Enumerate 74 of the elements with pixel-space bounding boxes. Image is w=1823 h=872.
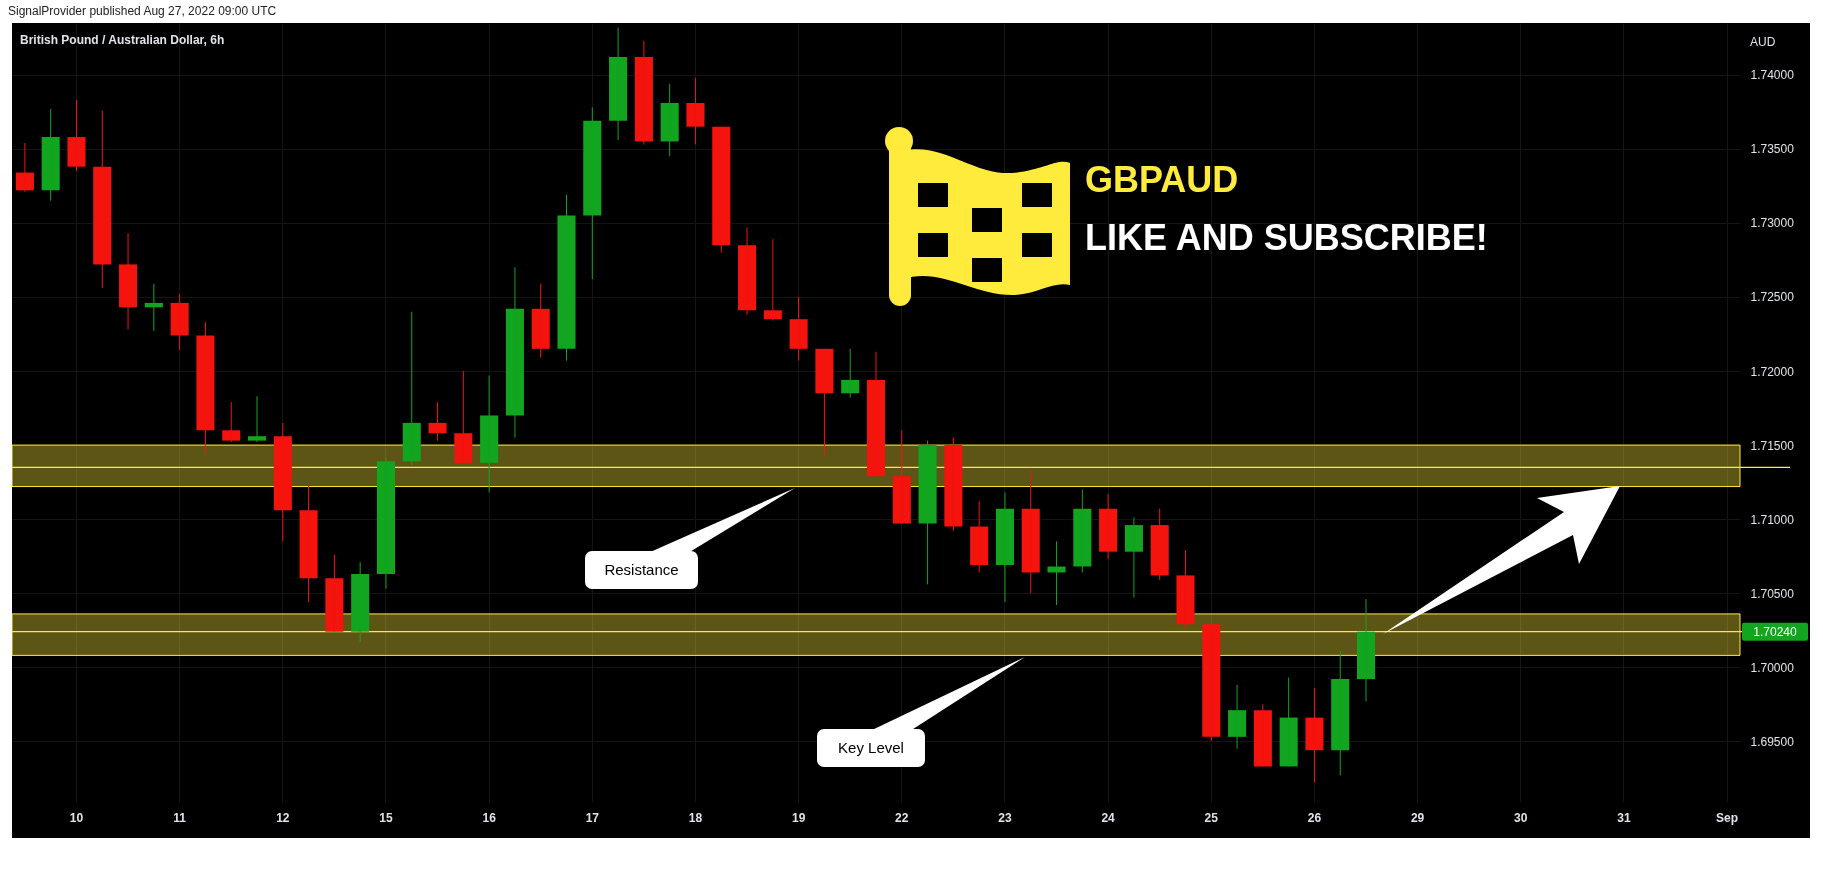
candlestick <box>1021 468 1040 594</box>
candlestick <box>841 348 860 399</box>
candlestick <box>454 370 473 464</box>
annotation: LIKE AND SUBSCRIBE! <box>1085 217 1488 258</box>
y-tick-label: 1.70000 <box>1750 660 1795 675</box>
candlestick <box>1279 677 1298 767</box>
candlestick <box>67 99 86 172</box>
x-tick-label: 17 <box>585 810 600 825</box>
candlestick <box>1202 623 1221 742</box>
candlestick <box>1228 684 1247 750</box>
y-tick-label: 1.69500 <box>1750 734 1795 749</box>
band-label: Key Level <box>838 739 904 756</box>
text: British Pound / Australian Dollar, 6h <box>20 33 225 47</box>
x-tick-label: 23 <box>998 810 1012 825</box>
x-tick-label: Sep <box>1716 810 1739 825</box>
y-tick-label: 1.71500 <box>1750 438 1795 453</box>
candlestick <box>247 395 267 443</box>
x-tick-label: 18 <box>688 810 703 825</box>
x-tick-label: 22 <box>895 810 909 825</box>
candlestick <box>299 484 318 603</box>
candlestick <box>196 321 215 455</box>
candlestick <box>944 437 963 532</box>
ref-line-label: 1.70240 <box>1753 625 1798 640</box>
candlestick <box>789 296 808 362</box>
candlestick <box>1176 549 1195 630</box>
candlestick <box>41 108 60 202</box>
candlestick <box>351 561 370 643</box>
x-tick-label: 25 <box>1204 810 1219 825</box>
candlestick <box>325 554 344 633</box>
candlestick <box>170 293 189 351</box>
candlestick <box>1305 687 1324 784</box>
x-tick-label: 30 <box>1514 810 1528 825</box>
y-tick-label: 1.72000 <box>1750 364 1795 379</box>
x-tick-label: 12 <box>276 810 290 825</box>
candlestick <box>222 401 241 443</box>
x-tick-label: 15 <box>379 810 393 825</box>
x-tick-label: 10 <box>69 810 84 825</box>
band-label: Resistance <box>604 561 679 578</box>
x-tick-label: 29 <box>1410 810 1425 825</box>
x-tick-label: 31 <box>1617 810 1631 825</box>
x-tick-label: 11 <box>173 810 187 825</box>
y-tick-label: 1.72500 <box>1750 290 1795 305</box>
candlestick <box>686 77 705 145</box>
candlestick <box>918 440 937 585</box>
x-tick-label: 26 <box>1307 810 1322 825</box>
y-axis-title: AUD <box>1750 35 1776 49</box>
y-tick-label: 1.73500 <box>1750 142 1795 157</box>
y-tick-label: 1.70500 <box>1750 586 1795 601</box>
x-tick-label: 24 <box>1101 810 1116 825</box>
annotation: GBPAUD <box>1085 159 1239 200</box>
candlestick <box>1331 650 1350 776</box>
candlestick <box>892 429 911 525</box>
candlestick <box>970 500 989 573</box>
y-tick-label: 1.71000 <box>1750 512 1795 527</box>
candlestick <box>273 422 292 542</box>
y-tick-label: 1.73000 <box>1750 216 1795 231</box>
candlestick <box>1073 489 1092 573</box>
x-tick-label: 16 <box>482 810 497 825</box>
candlestick <box>1124 517 1143 599</box>
x-tick-label: 19 <box>791 810 806 825</box>
candlestick <box>660 83 679 157</box>
candlestick <box>1150 508 1169 581</box>
candlestick <box>583 106 602 280</box>
candlestick <box>480 374 499 493</box>
text: SignalProvider published Aug 27, 2022 09:00 UTC <box>8 4 277 18</box>
candlestick <box>531 283 550 359</box>
candlestick <box>763 238 782 322</box>
candlestick <box>402 311 421 467</box>
candlestick <box>93 109 112 289</box>
candlestick <box>428 401 447 442</box>
candlestick <box>712 126 731 254</box>
candlestick <box>815 348 834 456</box>
candlestick <box>557 194 576 362</box>
y-tick-label: 1.74000 <box>1750 68 1795 83</box>
